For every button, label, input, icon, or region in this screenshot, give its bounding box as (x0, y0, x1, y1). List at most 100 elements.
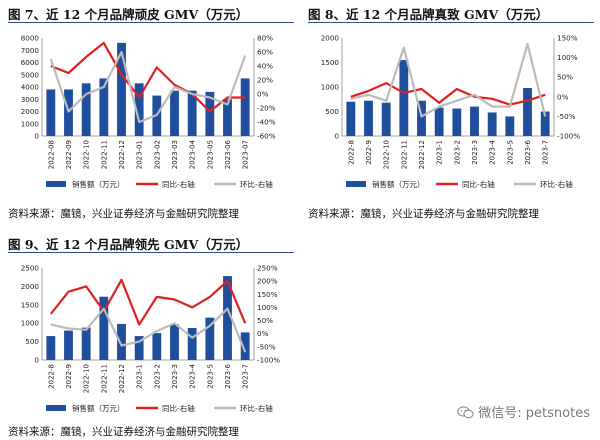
figure-7-title-rule (8, 22, 294, 23)
x-axis-tick-label: 2022-09 (65, 140, 73, 169)
x-axis-tick-label: 2022-8 (47, 364, 55, 389)
legend-label: 环比-右轴 (240, 403, 273, 413)
x-axis-tick-label: 2022-12 (418, 140, 426, 169)
figure-9-title: 图 9、近 12 个月品牌领先 GMV（万元） (8, 237, 249, 252)
legend-label: 环比-右轴 (240, 179, 273, 189)
x-axis-tick-label: 2022-10 (83, 140, 91, 169)
figure-9-title-rule (8, 252, 294, 253)
sales-bar (240, 78, 250, 136)
right-axis-tick-label: -20% (257, 104, 276, 113)
figure-7-chart: 0 1000 2000 3000 4000 5000 6000 7000 8000 -60% -40… (21, 34, 276, 190)
sales-bar (81, 83, 91, 136)
x-axis-tick-label: 2023-1 (136, 364, 144, 389)
mom-line (49, 50, 247, 124)
left-axis-tick-label: 2000 (21, 107, 40, 116)
legend-label: 销售额（万元） (372, 179, 425, 189)
left-axis-tick-label: 500 (25, 337, 39, 346)
x-axis-tick-label: 2023-3 (171, 364, 179, 389)
x-axis-tick-label: 2023-07 (242, 140, 250, 169)
x-axis-tick-label: 2022-9 (365, 140, 373, 165)
x-axis-tick-label: 2022-12 (118, 364, 126, 393)
left-axis-tick-label: 4000 (21, 83, 40, 92)
figure-7-source: 资料来源：魔镜，兴业证券经济与金融研究院整理 (8, 208, 239, 220)
yoy-line (350, 81, 546, 106)
sales-bar (346, 101, 356, 136)
sales-bar (205, 91, 215, 136)
sales-bar (170, 324, 179, 360)
figure-9-chart: 0 500 1000 1500 2000 2500 -100% -50% 0% 50% 100% 15… (21, 264, 281, 414)
sales-bar (470, 106, 479, 136)
left-axis-tick-label: 1000 (321, 83, 340, 92)
x-axis-tick-label: 2022-12 (118, 140, 126, 169)
x-axis-tick-label: 2023-5 (206, 364, 214, 389)
left-axis-tick-label: 5000 (21, 70, 40, 79)
mom-line (50, 307, 247, 353)
left-axis-tick-label: 0 (34, 356, 39, 365)
yoy-line (50, 41, 246, 113)
sales-bar (170, 90, 179, 136)
sales-bar (99, 296, 109, 360)
right-axis-tick-label: 50% (557, 73, 573, 82)
sales-bar (117, 42, 126, 136)
legend-label: 同比-右轴 (162, 179, 195, 189)
sales-bar (81, 327, 91, 360)
sales-bar (399, 60, 409, 136)
x-axis-tick-label: 2023-04 (189, 139, 197, 169)
right-axis-tick-label: 150% (257, 290, 278, 299)
x-axis-tick-label: 2023-2 (453, 140, 461, 165)
x-axis-tick-label: 2022-10 (83, 364, 91, 393)
x-axis-tick-label: 2022-11 (100, 140, 108, 169)
left-axis-tick-label: 1500 (21, 300, 40, 309)
right-axis-tick-label: -100% (557, 132, 580, 141)
sales-bar (223, 276, 232, 360)
sales-bar (417, 100, 426, 136)
sales-bar (523, 87, 532, 136)
x-axis-tick-label: 2023-4 (489, 139, 497, 164)
sales-bar (152, 333, 162, 360)
right-axis-tick-label: -60% (257, 132, 276, 141)
sales-bar (434, 107, 444, 136)
sales-bar (505, 116, 515, 136)
yoy-line (49, 278, 247, 326)
sales-bar (452, 108, 462, 136)
right-axis-tick-label: 150% (557, 34, 578, 43)
legend-label: 同比-右轴 (462, 179, 495, 189)
x-axis-tick-label: 2022-11 (100, 364, 108, 393)
x-axis-tick-label: 2023-6 (224, 363, 232, 388)
left-axis-tick-label: 0 (34, 132, 39, 141)
figure-8-chart: 0 500 1000 1500 2000 -100% -50% 0% 50% 100% 150% 20… (321, 34, 581, 190)
wechat-watermark: 微信号: petsnotes (457, 402, 590, 421)
figure-8-title-rule (308, 22, 594, 23)
right-axis-tick-label: 20% (257, 76, 273, 85)
right-axis-tick-label: 100% (557, 53, 578, 62)
right-axis-tick-label: 0% (257, 90, 269, 99)
x-axis-tick-label: 2023-1 (436, 140, 444, 165)
legend-label: 环比-右轴 (540, 179, 573, 189)
left-axis-tick-label: 2500 (21, 264, 40, 273)
x-axis-tick-label: 2023-2 (153, 364, 161, 389)
left-axis-tick-label: 1000 (21, 119, 40, 128)
right-axis-tick-label: 0% (557, 92, 569, 101)
legend-swatch-sales (346, 181, 366, 187)
sales-bar (46, 336, 56, 360)
left-axis-tick-label: 500 (325, 107, 339, 116)
right-axis-tick-label: 50% (257, 316, 273, 325)
sales-bar (134, 83, 144, 136)
sales-bar (381, 102, 391, 136)
left-axis-tick-label: 0 (334, 132, 339, 141)
x-axis-tick-label: 2023-3 (471, 140, 479, 165)
left-axis-tick-label: 2000 (321, 34, 340, 43)
left-axis-tick-label: 2000 (21, 282, 40, 291)
legend-label: 销售额（万元） (72, 179, 125, 189)
x-axis-tick-label: 2022-9 (65, 364, 73, 389)
left-axis-tick-label: 7000 (21, 46, 40, 55)
sales-bar (223, 99, 232, 136)
x-axis-tick-label: 2023-05 (206, 140, 214, 169)
wechat-icon (457, 406, 474, 419)
right-axis-tick-label: -40% (257, 118, 276, 127)
legend-label: 同比-右轴 (162, 403, 195, 413)
right-axis-tick-label: -100% (257, 356, 280, 365)
left-axis-tick-label: 1000 (21, 319, 40, 328)
left-axis-tick-label: 1500 (321, 58, 340, 67)
left-axis-tick-label: 8000 (21, 34, 40, 43)
